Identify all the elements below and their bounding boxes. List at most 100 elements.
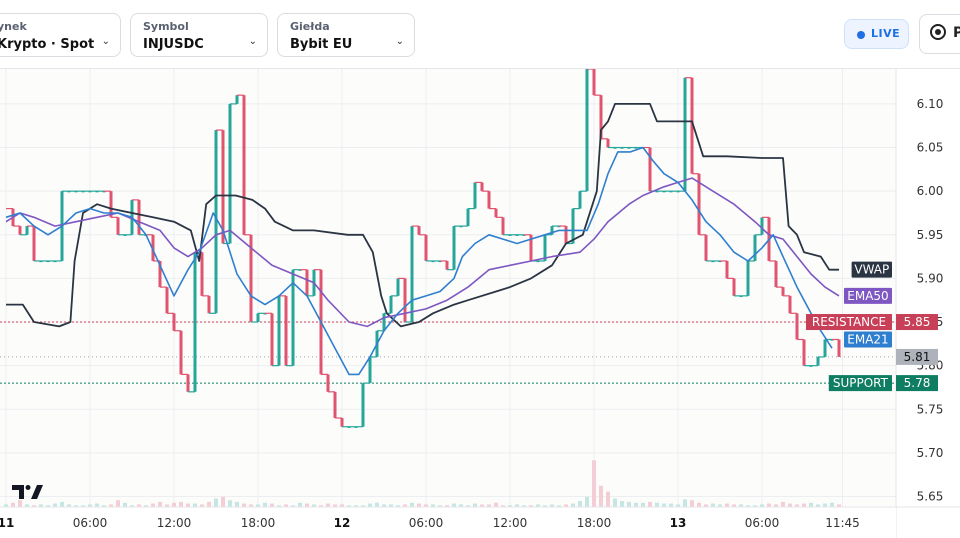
volume-bar [480, 504, 484, 507]
level-value-resistance: 5.85 [904, 315, 931, 329]
volume-bar [816, 504, 820, 507]
volume-bar [494, 502, 498, 507]
price-step-v [116, 217, 120, 235]
series-line-vwap [6, 103, 839, 328]
market-select[interactable]: ynek Krypto · Spot ⌄ [0, 13, 121, 57]
volume-bar [382, 504, 386, 507]
volume-bar [200, 504, 204, 507]
price-step-v [291, 269, 295, 366]
volume-bar [46, 505, 50, 507]
volume-bar [627, 501, 631, 507]
volume-bar [648, 501, 652, 507]
x-tick-label: 06:00 [409, 516, 444, 530]
price-scale-bg [896, 69, 960, 538]
volume-bar [410, 502, 414, 507]
price-step-v [732, 278, 736, 296]
label-bg-ema50 [844, 287, 892, 304]
x-tick-label: 12:00 [493, 516, 528, 530]
volume-bar [641, 502, 645, 507]
y-tick-label: 5.90 [917, 271, 944, 285]
price-step-v [361, 383, 365, 427]
volume-bar [144, 505, 148, 507]
price-step-v [508, 234, 512, 236]
price-step-v [557, 226, 561, 228]
volume-bar [102, 505, 106, 507]
level-name-bg [806, 314, 892, 331]
volume-bar [823, 503, 827, 507]
volume-bar [368, 503, 372, 507]
price-step-v [690, 77, 694, 174]
price-step-v [592, 69, 596, 96]
volume-bar [137, 504, 141, 507]
x-tick-label: 13 [670, 516, 687, 530]
price-step-v [193, 252, 197, 392]
price-chart[interactable]: 5.655.705.755.805.855.905.956.006.056.10… [0, 69, 960, 538]
current-price-label: 5.81 [904, 350, 931, 364]
volume-bar [585, 496, 589, 507]
volume-bar [753, 505, 757, 507]
chart-area[interactable]: 5.655.705.755.805.855.905.956.006.056.10… [0, 68, 960, 538]
volume-bar [88, 504, 92, 507]
volume-bar [284, 504, 288, 507]
exchange-select[interactable]: Giełda Bybit EU ⌄ [277, 13, 415, 57]
chevron-down-icon: ⌄ [101, 36, 110, 47]
price-step-v [18, 226, 22, 235]
price-step-v [95, 191, 99, 193]
price-step-v [67, 191, 71, 193]
live-badge[interactable]: LIVE [844, 19, 909, 49]
volume-bar [564, 504, 568, 507]
volume-bar [109, 504, 113, 507]
series-line-ema50 [5, 177, 840, 328]
target-icon [930, 24, 946, 40]
volume-bar [732, 504, 736, 507]
tradingview-logo-icon [12, 485, 43, 499]
x-tick-label: 06:00 [745, 516, 780, 530]
price-step-v [599, 95, 603, 139]
y-axis: 5.655.705.755.805.855.905.956.006.056.10 [895, 69, 960, 538]
price-step-v [788, 295, 792, 314]
volume-bar [186, 503, 190, 507]
volume-bar [172, 502, 176, 507]
market-value: Krypto · Spot [0, 37, 95, 52]
price-step-v [578, 191, 582, 209]
target-button[interactable]: P [919, 14, 960, 54]
volume-bar [11, 502, 15, 507]
price-step-v [529, 234, 533, 261]
y-tick-label: 6.10 [917, 97, 944, 111]
chevron-down-icon: ⌄ [395, 36, 404, 47]
price-step-v [102, 191, 106, 193]
volume-bars [4, 460, 841, 507]
volume-bar [655, 502, 659, 507]
volume-bar [179, 501, 183, 507]
price-step-v [522, 234, 526, 236]
volume-bar [543, 505, 547, 507]
volume-bar [767, 503, 771, 507]
volume-bar [95, 503, 99, 507]
price-step-v [585, 69, 589, 192]
price-step-v [200, 252, 204, 296]
volume-bar [67, 504, 71, 507]
volume-bar [158, 501, 162, 507]
volume-bar [718, 504, 722, 507]
price-step-v [550, 226, 554, 235]
price-step-v [676, 191, 680, 193]
price-step-v [186, 374, 190, 392]
exchange-label: Giełda [290, 20, 330, 33]
volume-bar [522, 505, 526, 507]
volume-bar [417, 503, 421, 507]
symbol-select[interactable]: Symbol INJUSDC ⌄ [130, 13, 268, 57]
level-name-bg [828, 375, 892, 392]
volume-bar [459, 504, 463, 507]
price-steps [6, 69, 841, 428]
price-step-v [165, 287, 169, 314]
price-step-v [543, 234, 547, 261]
price-step-v [774, 260, 778, 288]
price-step-v [326, 374, 330, 392]
price-step-v [669, 191, 673, 193]
price-step-v [410, 226, 414, 323]
volume-bar [711, 503, 715, 507]
volume-bar [788, 503, 792, 507]
volume-bar [466, 505, 470, 507]
volume-bar [249, 504, 253, 507]
line-label-ema21: EMA21 [847, 332, 888, 346]
